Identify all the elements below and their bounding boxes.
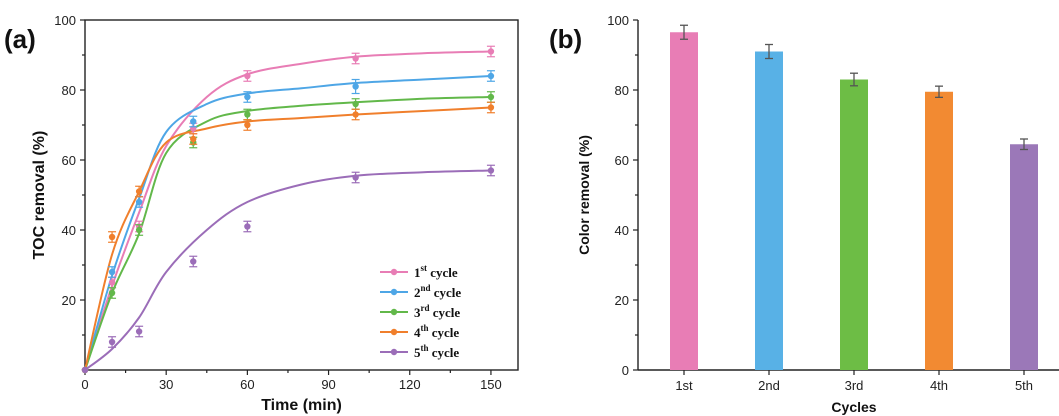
bar-1st <box>670 32 698 370</box>
fit-line-series-2 <box>84 75 491 371</box>
data-point-series-4 <box>135 188 143 195</box>
bar-4th <box>925 91 953 370</box>
data-point-series-3 <box>135 226 143 234</box>
x-tick-label-a: 60 <box>240 377 254 392</box>
y-tick-label-a: 40 <box>62 223 76 238</box>
data-point-series-2 <box>135 198 143 206</box>
x-tick-label-4th: 4th <box>930 378 948 393</box>
data-point-series-2 <box>244 93 251 101</box>
y-tick-label-b: 80 <box>615 83 629 98</box>
data-point-series-1 <box>244 72 251 80</box>
legend-marker-series-2 <box>390 288 398 296</box>
panel-a: (a) 0 30 60 90 120 150 20 40 60 80 100 1st cycle 2n… <box>4 13 519 414</box>
x-tick-label-2nd: 2nd <box>758 378 780 393</box>
bar-5th <box>1010 144 1038 370</box>
legend-marker-series-3 <box>390 308 398 316</box>
legend-marker-series-1 <box>390 268 398 276</box>
fit-line-series-3 <box>84 96 491 371</box>
panel-a-label: (a) <box>4 24 36 54</box>
x-tick-label-a: 150 <box>480 377 502 392</box>
x-tick-label-a: 90 <box>321 377 335 392</box>
bar-2nd <box>755 51 783 370</box>
x-tick-label-1st: 1st <box>675 378 693 393</box>
y-tick-label-b: 20 <box>615 293 629 308</box>
data-point-series-2 <box>108 268 116 276</box>
bar-3rd <box>840 79 868 370</box>
x-tick-label-5th: 5th <box>1015 378 1033 393</box>
panel-b: (b) 0 20 40 60 80 100 1st 2nd 3rd 4th 5th Cycles C… <box>549 13 1059 415</box>
legend-a: 1st cycle 2nd cycle 3rd cycle 4th cycle 5th … <box>380 263 461 360</box>
y-tick-label-a: 60 <box>62 153 76 168</box>
data-point-series-4 <box>244 121 251 129</box>
legend-marker-series-4 <box>390 328 398 336</box>
y-tick-label-b: 60 <box>615 153 629 168</box>
data-point-series-1 <box>487 48 495 55</box>
fit-line-series-1 <box>84 50 491 371</box>
y-tick-label-a: 100 <box>54 13 76 28</box>
y-tick-label-b: 100 <box>607 13 629 28</box>
data-point-series-5 <box>81 366 89 374</box>
data-point-series-5 <box>244 223 251 230</box>
fit-line-series-5 <box>84 169 491 371</box>
y-tick-label-b: 40 <box>615 223 629 238</box>
x-tick-label-a: 30 <box>159 377 173 392</box>
panel-b-label: (b) <box>549 24 582 54</box>
data-point-series-5 <box>108 338 116 346</box>
legend-label-series-2: 2nd cycle <box>414 283 461 300</box>
legend-label-series-1: 1st cycle <box>414 263 458 280</box>
x-axis-title-a: Time (min) <box>261 397 342 414</box>
data-point-series-2 <box>487 72 495 80</box>
y-tick-label-a: 20 <box>62 293 76 308</box>
x-tick-label-3rd: 3rd <box>845 378 864 393</box>
data-point-series-3 <box>244 111 251 118</box>
data-point-series-4 <box>487 104 495 111</box>
data-point-series-3 <box>352 100 359 108</box>
legend-marker-series-5 <box>390 348 398 356</box>
legend-label-series-4: 4th cycle <box>414 323 459 340</box>
data-point-series-5 <box>190 258 197 265</box>
fit-line-series-4 <box>84 106 491 371</box>
y-tick-label-a: 80 <box>62 83 76 98</box>
data-point-series-1 <box>108 279 116 286</box>
data-point-series-5 <box>352 174 359 181</box>
data-point-series-5 <box>135 328 143 335</box>
y-tick-label-b: 0 <box>622 363 629 378</box>
data-point-series-4 <box>108 233 116 241</box>
data-point-series-4 <box>352 111 359 118</box>
y-axis-title-a: TOC removal (%) <box>31 131 48 260</box>
data-point-series-5 <box>487 167 495 174</box>
y-axis-title-b: Color removal (%) <box>576 135 592 255</box>
data-point-series-2 <box>190 118 197 125</box>
x-tick-label-a: 120 <box>399 377 421 392</box>
legend-label-series-5: 5th cycle <box>414 343 459 360</box>
data-point-series-3 <box>487 93 495 101</box>
data-point-series-2 <box>352 83 359 90</box>
x-tick-label-a: 0 <box>81 377 88 392</box>
data-point-series-4 <box>190 135 197 143</box>
data-point-series-3 <box>108 289 116 297</box>
legend-label-series-3: 3rd cycle <box>414 303 460 320</box>
x-axis-title-b: Cycles <box>831 399 876 415</box>
data-point-series-1 <box>352 55 359 62</box>
